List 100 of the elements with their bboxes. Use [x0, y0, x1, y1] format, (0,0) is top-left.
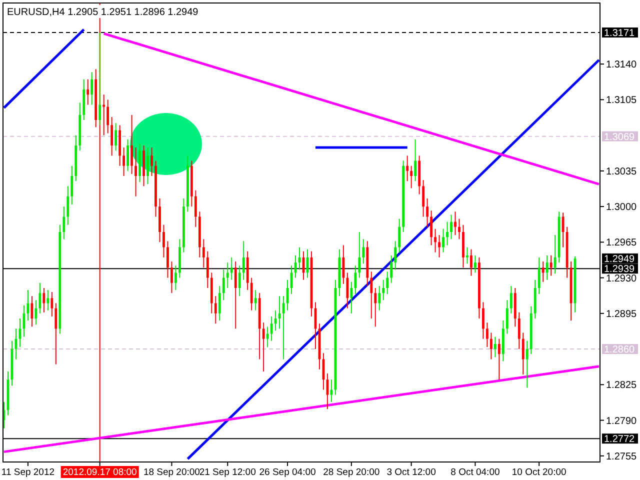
- candlestick: [234, 261, 237, 330]
- candlestick: [106, 99, 110, 134]
- candlestick: [458, 218, 460, 240]
- candlestick: [382, 279, 385, 301]
- candlestick: [230, 256, 233, 280]
- candlestick: [430, 210, 432, 246]
- candlestick: [522, 332, 524, 375]
- ref-line-label: 1.2939: [604, 264, 636, 276]
- candlestick: [238, 265, 241, 297]
- x-tick-label: 26 Sep 04:00: [259, 467, 316, 478]
- y-tick-label: 1.2790: [606, 416, 638, 427]
- candlestick: [482, 302, 484, 340]
- candlestick: [146, 147, 149, 185]
- candlestick: [218, 285, 221, 322]
- candlestick: [342, 244, 345, 284]
- candlestick: [150, 147, 153, 177]
- candlestick: [486, 322, 488, 348]
- candlestick: [474, 254, 476, 274]
- candlestick: [126, 138, 129, 172]
- chart-title: EURUSD,H4 1.2905 1.2951 1.2896 1.2949: [7, 7, 199, 18]
- candlestick: [226, 262, 229, 288]
- x-tick-label: 3 Oct 12:00: [386, 467, 436, 478]
- candlestick: [562, 212, 564, 248]
- y-tick-label: 1.3000: [606, 202, 638, 214]
- candlestick: [54, 302, 58, 365]
- candlestick: [370, 271, 373, 319]
- candlestick: [438, 234, 440, 258]
- candlestick: [394, 240, 397, 270]
- candlestick: [114, 122, 118, 152]
- candlestick: [490, 332, 492, 360]
- candlestick: [454, 211, 456, 236]
- candlestick: [346, 272, 349, 309]
- candlestick: [46, 290, 50, 311]
- y-tick-label: 1.2755: [606, 451, 638, 462]
- candlestick: [526, 340, 528, 388]
- candlestick: [494, 336, 496, 358]
- candlestick: [470, 248, 472, 276]
- candlestick: [130, 114, 133, 174]
- candlestick: [86, 78, 90, 106]
- candlestick: [66, 186, 70, 226]
- candlestick: [194, 190, 197, 228]
- y-tick-label: 1.3140: [606, 60, 638, 71]
- y-tick-label: 1.2825: [606, 380, 638, 392]
- candlestick: [386, 271, 389, 295]
- candlestick: [102, 94, 106, 136]
- candlestick: [206, 250, 209, 288]
- y-tick-label: 1.2930: [606, 273, 638, 284]
- candlestick: [374, 287, 377, 328]
- candlestick: [170, 261, 173, 294]
- ref-line-label: 1.3069: [604, 132, 636, 143]
- candlestick: [242, 240, 245, 280]
- candlestick: [518, 312, 520, 350]
- candlestick: [542, 261, 544, 282]
- y-tick-label: 1.3035: [606, 166, 638, 178]
- candlestick: [262, 322, 265, 372]
- text: 1.2949: [604, 254, 636, 265]
- candlestick: [62, 206, 66, 240]
- candlestick: [550, 254, 552, 276]
- candlestick: [354, 265, 357, 295]
- candlestick: [450, 214, 452, 240]
- candlestick: [38, 282, 42, 314]
- x-tick-label: 8 Oct 04:00: [450, 467, 500, 478]
- candlestick: [466, 246, 468, 264]
- x-tick-label: 21 Sep 12:00: [199, 467, 256, 478]
- y-tick-label: 1.2965: [606, 238, 638, 249]
- x-tick-label: 18 Sep 20:00: [143, 467, 200, 478]
- candlestick: [554, 234, 556, 274]
- candlestick: [390, 254, 393, 284]
- ref-line-label: 1.2772: [604, 434, 636, 446]
- candlestick: [110, 116, 114, 156]
- candlestick: [202, 238, 205, 268]
- candlestick: [50, 292, 54, 317]
- candlestick: [90, 72, 94, 106]
- candlestick: [358, 231, 361, 278]
- candlestick: [42, 287, 46, 313]
- candlestick: [506, 300, 508, 334]
- y-tick-label: 1.2895: [606, 308, 638, 320]
- x-tick-label: 2012.09.17 08:00: [62, 467, 137, 478]
- candlestick: [498, 338, 500, 380]
- candlestick: [406, 155, 409, 182]
- candlestick: [330, 379, 333, 402]
- candlestick: [174, 265, 177, 290]
- x-tick-label: 11 Sep 2012: [1, 467, 55, 478]
- candlestick: [426, 198, 428, 228]
- candlestick: [266, 326, 269, 348]
- candlestick: [214, 296, 217, 324]
- candlestick: [362, 238, 365, 264]
- candlestick: [422, 180, 424, 218]
- candlestick: [34, 300, 38, 326]
- x-tick-label: 10 Oct 20:00: [512, 467, 566, 478]
- candlestick: [446, 221, 448, 246]
- candlestick: [70, 165, 74, 206]
- candlestick: [98, 32, 102, 126]
- ref-line-label: 1.3171: [604, 28, 636, 40]
- candlestick: [442, 228, 444, 253]
- y-tick-label: 1.3105: [606, 95, 638, 106]
- candlestick: [166, 240, 169, 278]
- candlestick: [350, 281, 353, 314]
- candlestick: [510, 285, 512, 314]
- candlestick: [122, 147, 125, 177]
